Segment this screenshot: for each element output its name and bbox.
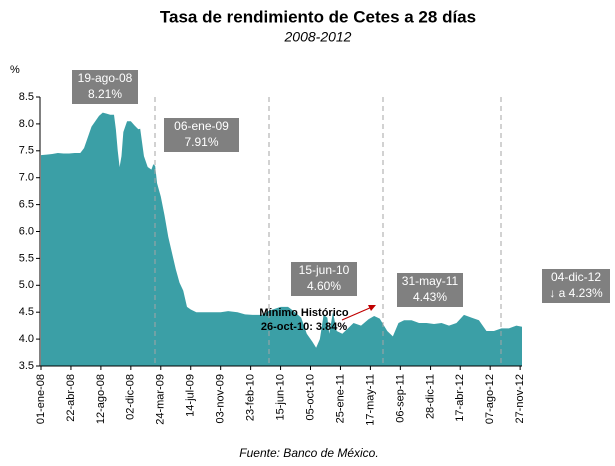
- x-tick-label: 05-oct-10: [304, 374, 316, 420]
- y-tick-label: 8.5: [19, 91, 34, 103]
- callout-text: 06-ene-09: [174, 119, 229, 133]
- callout-text: 04-dic-12: [551, 270, 601, 284]
- callout-box: [291, 262, 357, 296]
- minimum-arrowhead: [368, 305, 376, 311]
- chart-subtitle: 2008-2012: [284, 29, 352, 45]
- y-tick-label: 7.5: [19, 145, 34, 157]
- callout-text: 31-may-11: [402, 274, 459, 288]
- minimum-text: 26-oct-10: 3.84%: [261, 321, 347, 333]
- y-tick-label: 4.0: [19, 333, 34, 345]
- area: [41, 112, 522, 367]
- source: Fuente: Banco de México.: [239, 446, 378, 460]
- x-tick-label: 28-dic-11: [424, 374, 436, 419]
- x-tick-label: 22-abr-08: [65, 374, 77, 422]
- callout-box: [164, 118, 239, 152]
- callout-box: [397, 273, 463, 307]
- callout-box: [72, 70, 138, 104]
- minimum-text: Mínimo Histórico: [259, 307, 349, 319]
- x-tick-label: 07-ago-12: [484, 374, 496, 424]
- y-tick-label: 7.0: [19, 172, 34, 184]
- callout-text: 19-ago-08: [78, 71, 133, 85]
- y-tick-label: 5.0: [19, 279, 34, 291]
- chart-title: Tasa de rendimiento de Cetes a 28 días: [160, 7, 476, 26]
- x-tick-label: 24-mar-09: [155, 374, 167, 425]
- x-tick-label: 15-jun-10: [274, 374, 286, 420]
- x-tick-label: 17-may-11: [364, 374, 376, 426]
- callout-text: 4.60%: [307, 279, 341, 293]
- callout-text: 7.91%: [184, 135, 218, 149]
- callout-text: 8.21%: [88, 87, 122, 101]
- callout-text: 4.43%: [413, 290, 447, 304]
- x-tick-label: 06-sep-11: [394, 374, 406, 423]
- y-tick-label: 3.5: [19, 360, 34, 372]
- y-tick-label: 6.5: [19, 199, 34, 211]
- minimum-arrow: [341, 306, 373, 321]
- y-tick-label: 4.5: [19, 306, 34, 318]
- y-tick-label: 5.5: [19, 252, 34, 264]
- y-tick-label: 6.0: [19, 225, 34, 237]
- x-tick-label: 14-jul-09: [185, 374, 197, 417]
- x-tick-label: 27-nov-12: [514, 374, 526, 424]
- x-tick-label: 03-nov-09: [215, 374, 227, 424]
- x-tick-label: 17-abr-12: [454, 374, 466, 422]
- y-axis-label: %: [10, 64, 20, 76]
- x-tick-label: 23-feb-10: [245, 374, 257, 421]
- x-tick-label: 12-ago-08: [95, 374, 107, 424]
- x-tick-label: 02-dic-08: [125, 374, 137, 420]
- callout-box: [542, 269, 610, 303]
- y-tick-label: 8.0: [19, 118, 34, 130]
- callout-text: 15-jun-10: [299, 263, 350, 277]
- callout-text: ↓ a 4.23%: [549, 286, 603, 300]
- x-tick-label: 25-ene-11: [334, 374, 346, 423]
- x-tick-label: 01-ene-08: [35, 374, 47, 424]
